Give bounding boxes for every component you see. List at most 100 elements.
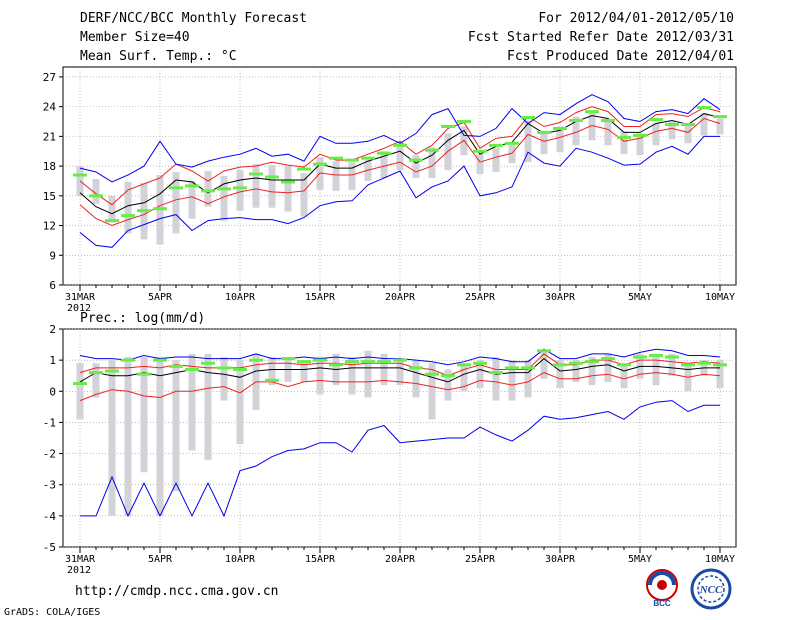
ensemble-spread-bar (284, 166, 292, 212)
ensemble-spread-bar (652, 123, 660, 146)
median-marker (409, 366, 423, 370)
ensemble-spread-bar (204, 171, 212, 207)
source-url[interactable]: http://cmdp.ncc.cma.gov.cn (75, 584, 279, 599)
ensemble-spread-bar (668, 121, 676, 140)
series-line-mean (79, 113, 721, 215)
x-tick-label: 10APR (225, 554, 256, 565)
ensemble-spread-bar (124, 357, 132, 516)
x-tick-label: 10APR (225, 292, 256, 303)
ensemble-spread-bar (204, 353, 212, 460)
x-tick-label: 31MAR (65, 292, 96, 303)
ensemble-spread-bar (252, 164, 260, 208)
median-marker (361, 360, 375, 364)
ensemble-spread-bar (76, 363, 84, 420)
ensemble-spread-bar (220, 357, 228, 401)
ensemble-spread-bar (540, 133, 548, 155)
ensemble-spread-bar (236, 170, 244, 211)
ensemble-spread-bar (444, 369, 452, 401)
chart-panel-2: -5 -4 -3 -2 -1 0 1 2 31MAR 5APR 10APR 15APR 20APR 25A… (43, 311, 737, 576)
median-marker (697, 361, 711, 365)
grads-credit: GrADS: COLA/IGES (4, 607, 101, 618)
median-marker (153, 207, 167, 211)
median-marker (105, 369, 119, 373)
ensemble-spread-bar (460, 363, 468, 392)
ensemble-spread-bar (268, 357, 276, 386)
x-year-label: 2012 (67, 565, 91, 576)
series-line-q-high (79, 106, 721, 206)
median-marker (537, 349, 551, 353)
median-marker (489, 143, 503, 147)
forecast-period: For 2012/04/01-2012/05/10 (538, 11, 734, 26)
median-marker (105, 219, 119, 223)
median-marker (313, 358, 327, 362)
series-line-max (79, 348, 721, 366)
ensemble-spread-bar (332, 161, 340, 191)
x-tick-label: 30APR (545, 554, 576, 565)
series-line-min (79, 94, 721, 183)
median-marker (601, 357, 615, 361)
x-tick-label: 5MAY (628, 292, 652, 303)
ensemble-spread-bar (604, 119, 612, 146)
ensemble-spread-bar (140, 357, 148, 473)
ensemble-spread-bar (492, 147, 500, 173)
x-tick-label: 5APR (148, 292, 173, 303)
ensemble-spread-bar (508, 360, 516, 401)
median-marker (537, 130, 551, 134)
ensemble-spread-bar (396, 145, 404, 171)
ensemble-spread-bar (396, 360, 404, 386)
ensemble-spread-bar (412, 360, 420, 398)
ensemble-spread-bar (300, 173, 308, 217)
ensemble-spread-bar (364, 350, 372, 398)
median-marker (665, 122, 679, 126)
median-marker (553, 126, 567, 130)
series-line-q-high (79, 353, 721, 377)
median-marker (345, 158, 359, 162)
median-marker (89, 371, 103, 375)
series-line-q-low (79, 117, 721, 227)
y-tick-label: -4 (43, 510, 57, 523)
ensemble-spread-bar (92, 363, 100, 398)
ensemble-spread-bar (268, 165, 276, 208)
x-tick-label: 20APR (385, 292, 416, 303)
ensemble-spread-bar (108, 360, 116, 516)
median-marker (633, 355, 647, 359)
ensemble-spread-bar (668, 353, 676, 376)
ensemble-spread-bar (220, 176, 228, 221)
ensemble-spread-bar (684, 124, 692, 144)
median-marker (249, 358, 263, 362)
y-tick-label: 24 (43, 101, 57, 114)
ensemble-spread-bar (428, 147, 436, 178)
median-marker (649, 353, 663, 357)
x-tick-label: 10MAY (705, 554, 735, 565)
bcc-logo: BCC (646, 569, 678, 608)
x-tick-label: 20APR (385, 554, 416, 565)
y-tick-label: 12 (43, 220, 56, 233)
y-tick-label: 0 (49, 385, 56, 398)
median-marker (665, 355, 679, 359)
ensemble-spread-bar (236, 360, 244, 445)
x-tick-label: 31MAR (65, 554, 96, 565)
median-marker (185, 184, 199, 188)
median-marker (409, 158, 423, 162)
ensemble-spread-bar (604, 353, 612, 382)
x-tick-label: 30APR (545, 292, 576, 303)
median-marker (617, 135, 631, 139)
ensemble-spread-bar (492, 357, 500, 401)
y-tick-label: 2 (49, 323, 56, 336)
forecast-produced-date: Fcst Produced Date 2012/04/01 (507, 49, 734, 64)
ensemble-spread-bar (348, 162, 356, 190)
member-size: Member Size=40 (80, 30, 190, 45)
median-marker (505, 141, 519, 145)
bcc-logo-text: BCC (653, 599, 671, 608)
precip-panel-title: Prec.: log(mm/d) (80, 311, 205, 326)
ensemble-spread-bar (412, 155, 420, 178)
ensemble-spread-bar (556, 360, 564, 389)
series-line-max (79, 135, 720, 248)
ensemble-spread-bar (348, 357, 356, 395)
ensemble-spread-bar (716, 360, 724, 389)
median-marker (681, 122, 695, 126)
x-tick-label: 5MAY (628, 554, 652, 565)
median-marker (457, 363, 471, 367)
median-marker (265, 175, 279, 179)
